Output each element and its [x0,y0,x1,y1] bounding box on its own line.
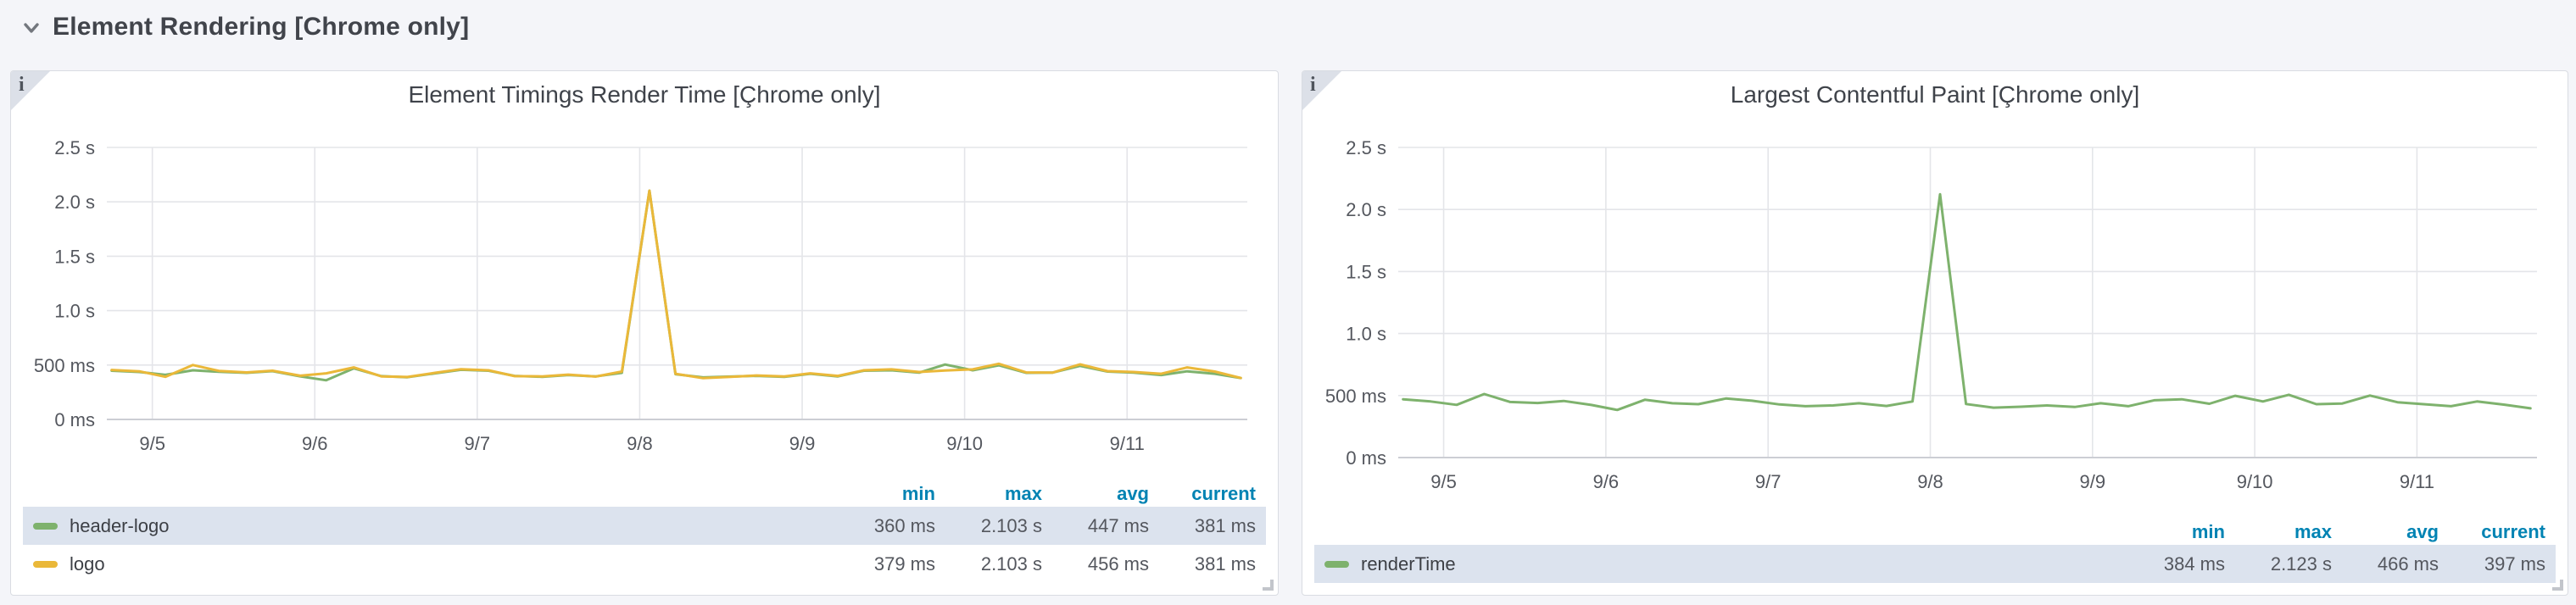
legend-row-logo: logo 379 ms 2.103 s 456 ms 381 ms [23,545,1266,583]
x-tick-label: 9/7 [465,433,491,454]
y-tick-label: 1.5 s [54,246,95,267]
row-title: Element Rendering [Chrome only] [53,13,470,41]
y-tick-label: 2.5 s [54,137,95,158]
legend-value-max: 2.103 s [980,514,1042,536]
legend-row-header-logo: header-logo 360 ms 2.103 s 447 ms 381 ms [23,507,1266,545]
legend-value-max: 2.103 s [980,552,1042,574]
series-color-swatch[interactable] [1324,560,1349,568]
x-tick-label: 9/6 [1593,471,1620,492]
timeseries-chart[interactable]: 9/5 9/6 9/7 9/8 9/9 9/10 9/11 0 ms 500 ms 1.0 s 1.… [11,71,1278,595]
legend-value-avg: 447 ms [1087,514,1149,536]
x-tick-label: 9/10 [2237,471,2273,492]
panel-title[interactable]: Largest Contentful Paint [Çhrome only] [1730,81,2140,108]
x-tick-label: 9/9 [789,433,816,454]
panel-largest-contentful-paint: 9/5 9/6 9/7 9/8 9/9 9/10 9/11 0 ms 500 ms 1.0 s 1.… [1302,70,2568,596]
x-tick-label: 9/5 [1430,471,1457,492]
legend-header-row: min max avg current [23,481,1266,507]
panel-info-corner[interactable]: i [1302,71,1341,110]
info-icon: i [1310,74,1316,96]
x-tick-label: 9/11 [1110,433,1145,454]
legend-col-max[interactable]: max [2294,521,2332,542]
x-tick-label: 9/11 [2400,471,2434,492]
panel-title[interactable]: Element Timings Render Time [Çhrome only… [408,81,881,108]
resize-handle-icon[interactable] [1263,580,1274,591]
panel-info-corner[interactable]: i [11,71,50,110]
legend-series-label[interactable]: renderTime [1361,552,1456,574]
series-line-header-logo [110,189,1242,382]
legend-value-current: 397 ms [2484,552,2545,574]
series-line-logo [110,189,1242,380]
legend-table: min max avg current renderTime 384 ms 2.123 s 4… [1314,519,2556,583]
legend-series-label[interactable]: header-logo [70,514,170,536]
x-tick-label: 9/5 [139,433,165,454]
y-tick-label: 0 ms [1346,447,1386,469]
y-tick-label: 1.0 s [54,301,95,322]
legend-row-renderTime: renderTime 384 ms 2.123 s 466 ms 397 ms [1314,545,2556,583]
legend-col-min[interactable]: min [2191,521,2225,542]
legend-value-current: 381 ms [1194,552,1256,574]
y-tick-label: 2.5 s [1346,137,1386,158]
legend-value-max: 2.123 s [2270,552,2332,574]
legend-header-row: min max avg current [1314,519,2556,545]
panel-element-timings-render-time: 9/5 9/6 9/7 9/8 9/9 9/10 9/11 0 ms 500 ms 1.0 s 1.… [10,70,1279,596]
y-tick-label: 0 ms [54,409,95,430]
legend-value-min: 379 ms [873,552,935,574]
legend-col-max[interactable]: max [1004,483,1042,504]
y-tick-label: 500 ms [1325,386,1386,407]
series-line-renderTime [1402,192,2532,412]
info-icon: i [19,74,25,96]
legend-value-min: 384 ms [2163,552,2225,574]
x-tick-label: 9/7 [1755,471,1781,492]
legend-value-current: 381 ms [1194,514,1256,536]
legend-value-min: 360 ms [873,514,935,536]
series-color-swatch[interactable] [33,560,58,568]
chevron-down-icon[interactable] [19,14,44,40]
y-tick-label: 2.0 s [1346,199,1386,220]
timeseries-chart[interactable]: 9/5 9/6 9/7 9/8 9/9 9/10 9/11 0 ms 500 ms 1.0 s 1.… [1302,71,2568,595]
legend-series-label[interactable]: logo [70,552,105,574]
x-tick-label: 9/9 [2080,471,2106,492]
legend-value-avg: 466 ms [2377,552,2439,574]
legend-col-avg[interactable]: avg [1117,483,1149,504]
legend-col-min[interactable]: min [901,483,935,504]
x-tick-label: 9/8 [1917,471,1943,492]
dashboard-row-header[interactable]: Element Rendering [Chrome only] [19,8,469,46]
legend-col-avg[interactable]: avg [2406,521,2439,542]
legend-col-current[interactable]: current [2481,521,2545,542]
y-tick-label: 500 ms [34,355,95,376]
y-tick-label: 1.5 s [1346,261,1386,282]
y-tick-label: 2.0 s [54,191,95,213]
x-tick-label: 9/8 [627,433,653,454]
legend-table: min max avg current header-logo 360 ms 2.103 s… [23,481,1266,583]
y-tick-label: 1.0 s [1346,324,1386,345]
legend-col-current[interactable]: current [1191,483,1256,504]
legend-value-avg: 456 ms [1087,552,1149,574]
x-tick-label: 9/6 [302,433,328,454]
x-tick-label: 9/10 [946,433,983,454]
series-color-swatch[interactable] [33,522,58,530]
resize-handle-icon[interactable] [2552,580,2563,591]
